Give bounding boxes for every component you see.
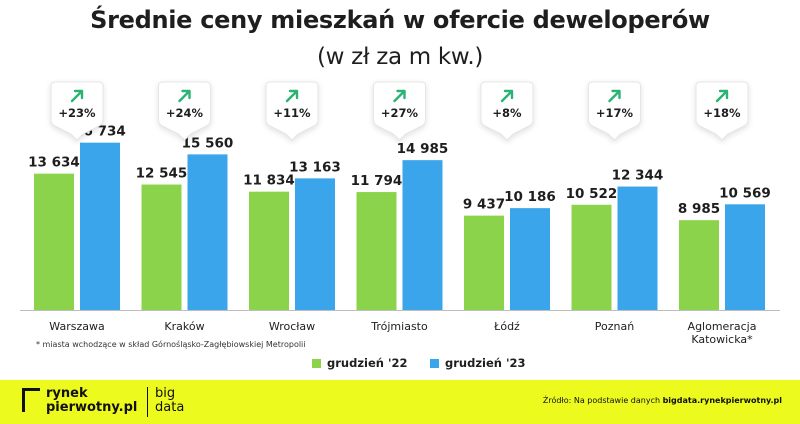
source-prefix: Źródło: Na podstawie danych bbox=[542, 396, 663, 405]
bar-1-6 bbox=[679, 220, 719, 310]
data-label-2-4: 10 186 bbox=[504, 189, 556, 205]
arrow-head-icon bbox=[181, 89, 191, 100]
arrow-head-icon bbox=[503, 89, 514, 100]
arrow-head-icon bbox=[718, 89, 729, 100]
chart-title: Średnie ceny mieszkań w ofercie dewelope… bbox=[90, 6, 710, 34]
arrow-up-right-icon bbox=[500, 90, 513, 103]
bar-1-4 bbox=[464, 215, 504, 310]
bar-2-2 bbox=[295, 178, 335, 310]
category-label-4: Łódź bbox=[493, 320, 520, 333]
arrow-up-right-icon bbox=[70, 90, 83, 103]
change-badge-1 bbox=[158, 81, 211, 141]
logo-mark bbox=[22, 388, 40, 412]
legend-label-series2: grudzień '23 bbox=[445, 356, 526, 370]
change-badge-0 bbox=[50, 81, 104, 141]
data-label-1-0: 13 634 bbox=[28, 155, 80, 171]
category-label-5: Poznań bbox=[595, 320, 634, 333]
category-label-6-line1: Katowicka* bbox=[691, 333, 753, 346]
change-badge-5 bbox=[588, 81, 641, 141]
change-label-3: +27% bbox=[381, 106, 419, 120]
bar-1-0 bbox=[34, 173, 74, 310]
source-link[interactable]: bigdata.rynekpierwotny.pl bbox=[662, 396, 782, 405]
category-label-6: Aglomeracja bbox=[688, 320, 757, 333]
bar-1-3 bbox=[356, 192, 397, 310]
change-badge-2 bbox=[265, 81, 319, 141]
data-label-1-5: 10 522 bbox=[566, 186, 618, 202]
legend-label-series1: grudzień '22 bbox=[327, 356, 408, 370]
change-badge-3 bbox=[373, 81, 426, 141]
logo-text: rynek pierwotny.pl bbox=[46, 387, 137, 415]
change-badge-6 bbox=[695, 81, 749, 141]
arrow-head-icon bbox=[73, 89, 84, 100]
bar-2-5 bbox=[617, 186, 658, 310]
data-label-1-4: 9 437 bbox=[463, 197, 505, 213]
change-label-5: +17% bbox=[596, 106, 634, 120]
legend-item-series1: grudzień '22 bbox=[312, 356, 407, 370]
data-label-1-6: 8 985 bbox=[678, 201, 720, 217]
data-label-2-1: 15 560 bbox=[182, 135, 234, 151]
arrow-head-icon bbox=[288, 89, 299, 100]
arrow-up-right-icon bbox=[285, 90, 298, 103]
change-badge-4 bbox=[480, 81, 534, 141]
logo-line3: big bbox=[155, 386, 176, 401]
bar-1-1 bbox=[141, 184, 182, 310]
arrow-up-right-icon bbox=[715, 90, 728, 103]
footnote: * miasta wchodzące w skład Górnośląsko-Z… bbox=[36, 340, 306, 349]
category-label-3: Trójmiasto bbox=[370, 320, 428, 333]
bar-2-1 bbox=[187, 154, 228, 310]
data-label-1-2: 11 834 bbox=[243, 173, 295, 189]
category-label-0: Warszawa bbox=[49, 320, 104, 333]
logo-line4: data bbox=[155, 400, 185, 415]
change-label-2: +11% bbox=[273, 106, 311, 120]
data-label-2-6: 10 569 bbox=[719, 185, 771, 201]
arrow-head-icon bbox=[396, 89, 406, 100]
data-label-2-5: 12 344 bbox=[612, 168, 664, 184]
source-note: Źródło: Na podstawie danych bigdata.ryne… bbox=[543, 396, 782, 405]
category-label-1: Kraków bbox=[164, 320, 204, 333]
bar-2-6 bbox=[725, 204, 765, 310]
legend-swatch-series2 bbox=[430, 358, 439, 368]
chart-subtitle: (w zł za m kw.) bbox=[316, 44, 483, 70]
legend: grudzień '22 grudzień '23 bbox=[0, 356, 800, 376]
bar-1-5 bbox=[571, 204, 612, 310]
change-label-0: +23% bbox=[58, 106, 96, 120]
category-label-2: Wrocław bbox=[269, 320, 315, 333]
data-label-2-3: 14 985 bbox=[397, 141, 449, 157]
logo-line1: rynek bbox=[46, 386, 88, 401]
arrow-up-right-icon bbox=[393, 90, 405, 103]
change-label-4: +8% bbox=[492, 106, 522, 120]
bar-2-3 bbox=[402, 160, 443, 310]
logo-line2: pierwotny.pl bbox=[46, 400, 138, 415]
data-label-2-2: 13 163 bbox=[289, 159, 341, 175]
arrow-up-right-icon bbox=[608, 90, 620, 103]
legend-swatch-series1 bbox=[312, 358, 321, 368]
data-label-1-3: 11 794 bbox=[351, 173, 403, 189]
change-label-6: +18% bbox=[703, 106, 741, 120]
footer-bar: rynek pierwotny.pl big data Źródło: Na p… bbox=[0, 380, 800, 424]
data-label-1-1: 12 545 bbox=[136, 166, 188, 182]
arrow-head-icon bbox=[611, 89, 621, 100]
logo-bigdata: big data bbox=[155, 387, 184, 415]
legend-item-series2: grudzień '23 bbox=[430, 356, 525, 370]
logo-divider bbox=[147, 387, 148, 417]
bar-2-0 bbox=[80, 142, 120, 310]
bar-1-2 bbox=[249, 191, 289, 310]
arrow-up-right-icon bbox=[178, 90, 190, 103]
bar-2-4 bbox=[510, 208, 550, 310]
change-label-1: +24% bbox=[166, 106, 204, 120]
